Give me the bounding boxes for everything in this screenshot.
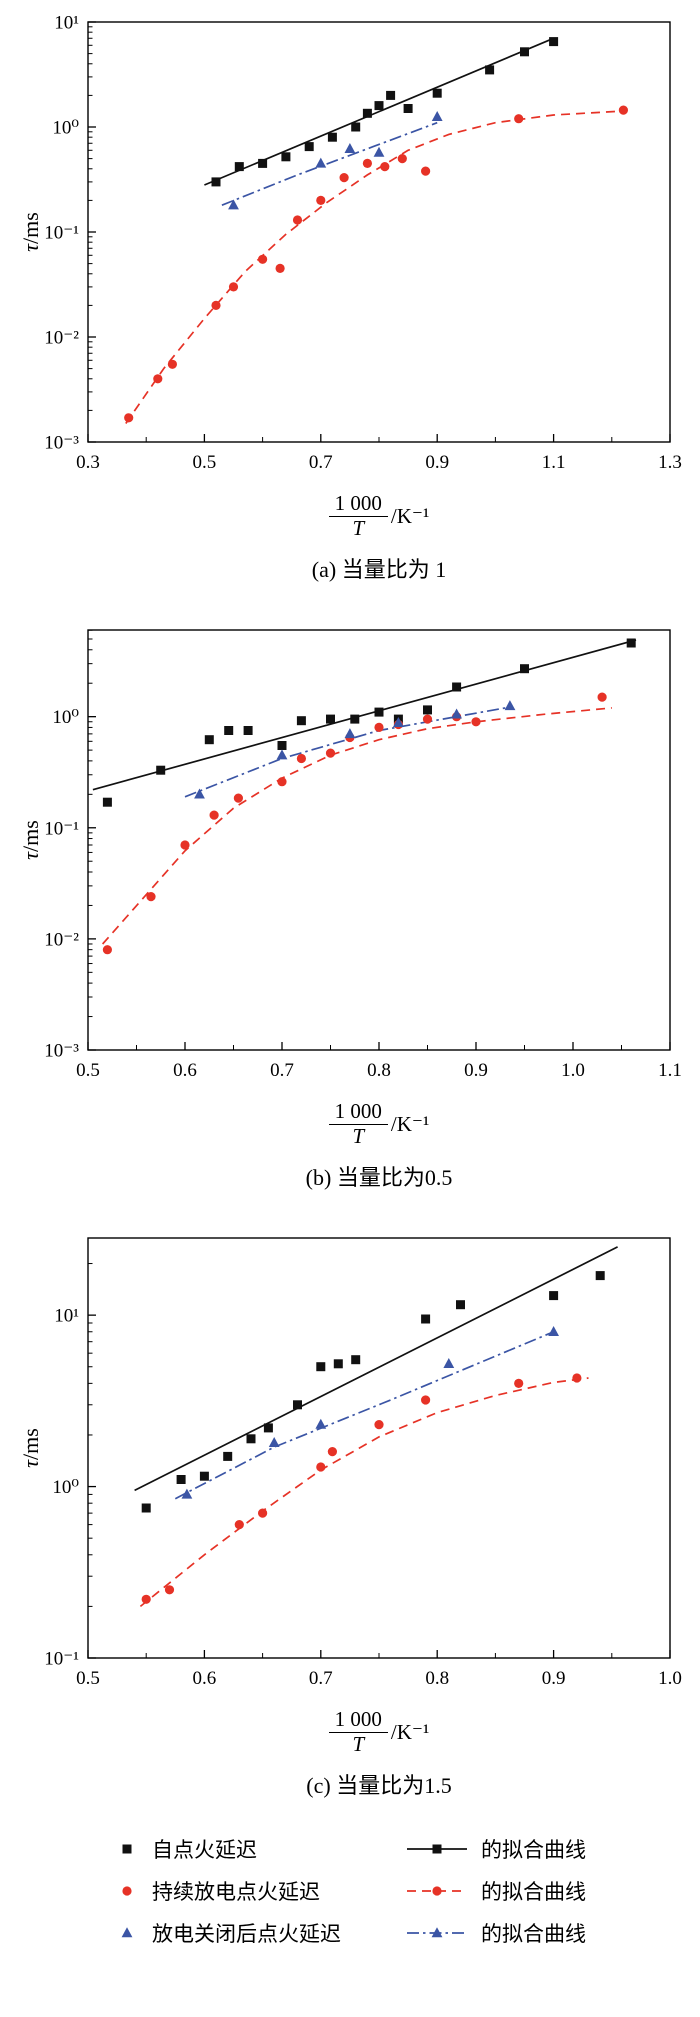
caption-c: (c) 当量比为1.5 [306, 1773, 452, 1799]
solid-fit-line-icon [405, 1839, 469, 1859]
legend-item-fit-dashed: 的拟合曲线 [405, 1876, 586, 1906]
legend-label: 的拟合曲线 [481, 1922, 586, 1947]
black-square-marker-icon [114, 1839, 140, 1859]
svg-text:τ/ms: τ/ms [18, 820, 43, 860]
blue-triangle-marker-icon [114, 1923, 140, 1943]
caption-b: (b) 当量比为0.5 [305, 1165, 453, 1191]
fraction-numerator: 1 000 [328, 1099, 388, 1125]
svg-text:1.3: 1.3 [658, 452, 682, 473]
chart-block-a: 0.3 0.5 0.7 0.9 1.1 1.3 10⁻³ 10⁻² 10⁻¹ 10⁰ 10¹ τ/ms… [0, 10, 700, 584]
svg-text:10⁻²: 10⁻² [44, 929, 79, 950]
legend-label: 自点火延迟 [152, 1838, 257, 1863]
svg-text:0.8: 0.8 [367, 1060, 391, 1081]
legend-label: 放电关闭后点火延迟 [152, 1922, 341, 1947]
chart-c: 0.5 0.6 0.7 0.8 0.9 1.0 10⁻¹ 10⁰ 10¹ τ/ms [18, 1237, 682, 1689]
x-axis-fraction: 1 000 T [328, 491, 388, 540]
chart-block-b: 0.5 0.6 0.7 0.8 0.9 1.0 1.1 10⁻³ 10⁻² 10⁻¹ 10⁰ τ/ms… [0, 618, 700, 1192]
chart-b: 0.5 0.6 0.7 0.8 0.9 1.0 1.1 10⁻³ 10⁻² 10⁻¹ 10⁰ τ/ms [18, 629, 682, 1081]
svg-text:10⁻²: 10⁻² [44, 328, 79, 349]
dashed-fit-line-icon [405, 1881, 469, 1901]
svg-text:0.5: 0.5 [193, 452, 217, 473]
legend-item-fit-solid: 的拟合曲线 [405, 1834, 586, 1864]
svg-text:1.1: 1.1 [658, 1060, 682, 1081]
x-axis-label-b: 1 000 T /K⁻¹ [0, 1099, 700, 1148]
legend-item-sustained-discharge: 持续放电点火延迟 [114, 1876, 341, 1906]
svg-text:10⁻³: 10⁻³ [44, 433, 79, 454]
svg-text:0.8: 0.8 [425, 1668, 449, 1689]
svg-text:1.0: 1.0 [561, 1060, 585, 1081]
x-axis-unit: /K⁻¹ [390, 1719, 430, 1744]
svg-text:0.7: 0.7 [309, 1668, 333, 1689]
svg-text:0.6: 0.6 [173, 1060, 197, 1081]
svg-text:10⁰: 10⁰ [52, 118, 79, 139]
chart-a: 0.3 0.5 0.7 0.9 1.1 1.3 10⁻³ 10⁻² 10⁻¹ 10⁰ 10¹ τ/ms [18, 13, 682, 474]
fraction-denominator: T [352, 1123, 365, 1148]
x-axis-label-c: 1 000 T /K⁻¹ [0, 1708, 700, 1756]
legend-label: 持续放电点火延迟 [152, 1880, 320, 1905]
chart-block-c: 0.5 0.6 0.7 0.8 0.9 1.0 10⁻¹ 10⁰ 10¹ τ/ms 1 000 T… [0, 1226, 700, 1800]
legend-item-auto-ignition: 自点火延迟 [114, 1834, 341, 1864]
caption-a: (a) 当量比为 1 [311, 557, 447, 583]
svg-text:0.3: 0.3 [76, 452, 100, 473]
svg-text:10⁰: 10⁰ [52, 1477, 79, 1498]
x-axis-fraction: 1 000 T [328, 1708, 388, 1756]
svg-text:0.5: 0.5 [76, 1060, 100, 1081]
svg-text:τ/ms: τ/ms [18, 212, 43, 252]
svg-text:0.9: 0.9 [425, 452, 449, 473]
dashdot-fit-line-icon [405, 1923, 469, 1943]
legend-label: 的拟合曲线 [481, 1880, 586, 1905]
svg-text:0.9: 0.9 [542, 1668, 566, 1689]
svg-text:10⁰: 10⁰ [52, 707, 79, 728]
x-axis-unit: /K⁻¹ [390, 503, 430, 528]
legend: 自点火延迟 的拟合曲线 持续放电点火延迟 的拟合曲线 放电关闭后点火延迟 的拟合… [0, 1834, 700, 1948]
svg-text:10⁻³: 10⁻³ [44, 1041, 79, 1062]
svg-text:0.7: 0.7 [309, 452, 333, 473]
figure: 0.3 0.5 0.7 0.9 1.1 1.3 10⁻³ 10⁻² 10⁻¹ 10⁰ 10¹ τ/ms… [0, 10, 700, 1948]
svg-text:10⁻¹: 10⁻¹ [44, 223, 79, 244]
svg-text:10¹: 10¹ [54, 13, 79, 34]
svg-text:0.7: 0.7 [270, 1060, 294, 1081]
fraction-numerator: 1 000 [328, 491, 388, 517]
svg-text:1.0: 1.0 [658, 1668, 682, 1689]
red-circle-marker-icon [114, 1881, 140, 1901]
svg-text:0.6: 0.6 [193, 1668, 217, 1689]
x-axis-label-a: 1 000 T /K⁻¹ [0, 491, 700, 540]
svg-text:10⁻¹: 10⁻¹ [44, 1649, 79, 1670]
fraction-numerator: 1 000 [328, 1708, 388, 1733]
legend-label: 的拟合曲线 [481, 1838, 586, 1863]
fraction-denominator: T [352, 515, 365, 540]
x-axis-fraction: 1 000 T [328, 1099, 388, 1148]
svg-text:τ/ms: τ/ms [18, 1428, 43, 1468]
svg-text:0.5: 0.5 [76, 1668, 100, 1689]
legend-item-fit-dashdot: 的拟合曲线 [405, 1918, 586, 1948]
legend-item-after-discharge: 放电关闭后点火延迟 [114, 1918, 341, 1948]
x-axis-unit: /K⁻¹ [390, 1111, 430, 1136]
svg-text:1.1: 1.1 [542, 452, 566, 473]
fraction-denominator: T [352, 1731, 365, 1756]
svg-text:10⁻¹: 10⁻¹ [44, 818, 79, 839]
svg-text:10¹: 10¹ [54, 1306, 79, 1327]
svg-text:0.9: 0.9 [464, 1060, 488, 1081]
